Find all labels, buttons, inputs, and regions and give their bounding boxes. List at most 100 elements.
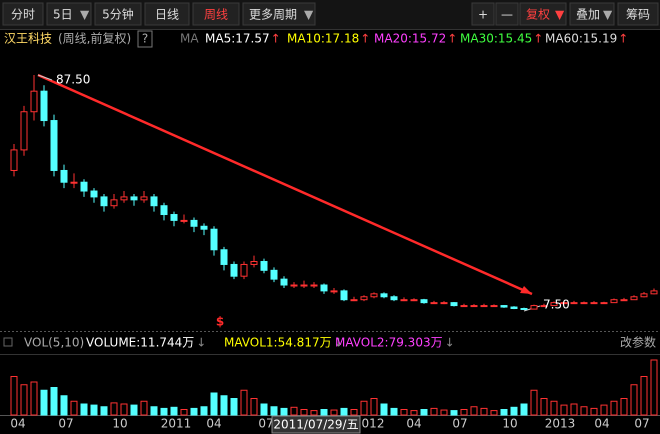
volume-bar bbox=[590, 407, 598, 416]
volume-bar bbox=[100, 406, 108, 416]
volume-bar bbox=[360, 400, 368, 416]
volume-bar bbox=[170, 406, 178, 416]
x-axis-label: 10 bbox=[112, 417, 127, 431]
volume-bar bbox=[400, 409, 408, 416]
toolbar-button[interactable] bbox=[46, 2, 92, 26]
candle-body bbox=[520, 308, 528, 311]
ma-arrow: ↑ bbox=[447, 32, 457, 46]
toolbar-button[interactable] bbox=[471, 2, 495, 26]
x-axis-label: 2011 bbox=[161, 417, 192, 431]
candle-body bbox=[280, 278, 288, 286]
volume-bar bbox=[60, 395, 68, 416]
candle-body bbox=[420, 299, 428, 304]
candle-body bbox=[550, 302, 558, 307]
candle-body bbox=[190, 219, 198, 227]
x-axis-label: 07 bbox=[58, 417, 73, 431]
candle-body bbox=[180, 219, 188, 222]
candle-body bbox=[570, 302, 578, 305]
vol-value: VOLUME:11.744万 bbox=[86, 336, 194, 350]
volume-bar bbox=[620, 398, 628, 416]
candle-body bbox=[330, 290, 338, 293]
vol-arrow: ↓ bbox=[196, 336, 206, 350]
volume-bar bbox=[570, 403, 578, 416]
candle-body bbox=[250, 261, 258, 265]
candle-body bbox=[430, 302, 438, 305]
candle-body bbox=[30, 90, 38, 113]
toolbar-button[interactable] bbox=[617, 2, 659, 26]
volume-bar bbox=[130, 404, 138, 416]
volume-bar bbox=[240, 389, 248, 416]
candle-body bbox=[220, 249, 228, 265]
candle-body bbox=[130, 196, 138, 201]
toolbar-button[interactable] bbox=[2, 2, 44, 26]
trend-arrow bbox=[520, 286, 532, 294]
chart-mode: (周线,前复权) bbox=[58, 31, 131, 46]
candle-body bbox=[20, 111, 28, 151]
candle-body bbox=[160, 205, 168, 216]
toolbar-label: 日线 bbox=[155, 8, 179, 22]
dropdown-arrow: ▼ bbox=[304, 8, 314, 22]
candle-body bbox=[500, 305, 508, 308]
volume-bar bbox=[20, 384, 28, 416]
volume-bar bbox=[330, 409, 338, 416]
ma-value: MA5:17.57 bbox=[205, 32, 270, 46]
x-axis-label: 07 bbox=[634, 417, 649, 431]
toolbar-label: 5日 bbox=[53, 8, 73, 22]
volume-bar bbox=[500, 409, 508, 416]
x-axis-label: 07 bbox=[452, 417, 467, 431]
volume-bar bbox=[340, 407, 348, 416]
volume-bar bbox=[120, 403, 128, 416]
volume-bar bbox=[250, 398, 258, 416]
volume-bar bbox=[350, 409, 358, 416]
x-axis-label: 10 bbox=[502, 417, 517, 431]
toolbar-button[interactable] bbox=[192, 2, 240, 26]
help-box[interactable] bbox=[137, 30, 153, 48]
candle-body bbox=[290, 284, 298, 287]
low-label: 7.50 bbox=[543, 298, 570, 312]
toolbar-button[interactable] bbox=[242, 2, 316, 26]
toolbar-label: 叠加 bbox=[576, 8, 600, 22]
toolbar-button[interactable] bbox=[94, 2, 142, 26]
volume-bar bbox=[220, 395, 228, 416]
volume-bar bbox=[450, 410, 458, 416]
candle-body bbox=[510, 306, 518, 310]
signal-marker: $ bbox=[216, 315, 224, 329]
volume-bar bbox=[160, 407, 168, 416]
candle-body bbox=[410, 299, 418, 302]
volume-bar bbox=[430, 407, 438, 416]
ma-value: MA30:15.45 bbox=[460, 32, 532, 46]
x-axis-label: 04 bbox=[406, 417, 421, 431]
toolbar-label: 复权 bbox=[526, 8, 550, 22]
dropdown-arrow: ▼ bbox=[603, 8, 613, 22]
toolbar-button[interactable] bbox=[495, 2, 519, 26]
ma-value: MA60:15.19 bbox=[545, 32, 617, 46]
candle-body bbox=[10, 149, 18, 171]
volume-bar bbox=[280, 407, 288, 416]
candle-body bbox=[580, 302, 588, 305]
high-label: 87.50 bbox=[56, 73, 90, 87]
vol-value: MAVOL1:54.817万 bbox=[224, 336, 332, 350]
candle-body bbox=[140, 196, 148, 201]
candle-body bbox=[460, 305, 468, 308]
candle-body bbox=[80, 181, 88, 192]
volume-bar bbox=[460, 409, 468, 416]
volume-bar bbox=[490, 410, 498, 416]
x-axis-label: 012 bbox=[362, 417, 385, 431]
toolbar-label: 5分钟 bbox=[102, 7, 134, 22]
candle-body bbox=[590, 302, 598, 305]
candle-body bbox=[320, 284, 328, 292]
volume-bar bbox=[30, 381, 38, 416]
settings[interactable]: 改参数 bbox=[620, 335, 656, 350]
toolbar-button[interactable] bbox=[519, 2, 567, 26]
candle-body bbox=[360, 296, 368, 301]
volume-bar bbox=[300, 409, 308, 416]
candle-body bbox=[50, 120, 58, 171]
toolbar-label: 周线 bbox=[204, 8, 228, 22]
volume-bar bbox=[370, 398, 378, 416]
volume-bar bbox=[420, 409, 428, 416]
toolbar-button[interactable] bbox=[144, 2, 190, 26]
toolbar-button[interactable] bbox=[569, 2, 615, 26]
candle-body bbox=[260, 261, 268, 271]
candle-body bbox=[450, 302, 458, 307]
volume-bar bbox=[50, 387, 58, 416]
